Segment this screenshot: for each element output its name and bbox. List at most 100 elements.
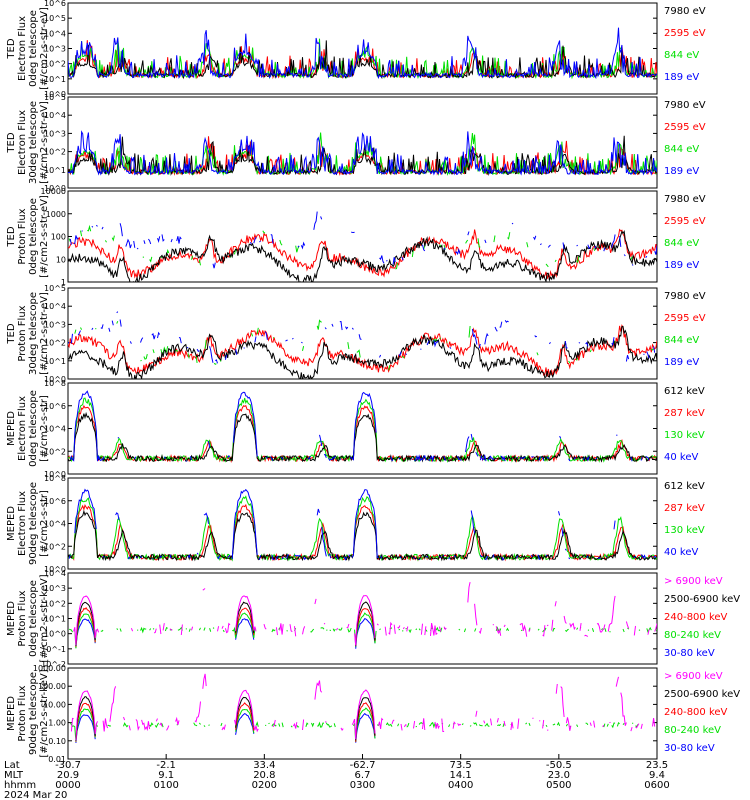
x-hhmm-label: 0600 <box>644 780 669 791</box>
y-tick-label: 10^8 <box>44 474 66 483</box>
legend-entry: 7980 eV <box>664 194 706 205</box>
y-axis-label: [#/cm2-s-str-eV] <box>39 195 50 278</box>
y-tick-label: 100 <box>51 233 66 242</box>
y-tick-label: 10^4 <box>44 425 66 434</box>
y-tick-label: 10 <box>56 255 66 264</box>
y-tick-label: 10.00 <box>43 700 66 709</box>
y-tick-label: 10^8 <box>44 379 66 388</box>
y-tick-label: 10^2 <box>44 148 66 157</box>
y-axis-label: TED <box>6 38 17 59</box>
legend-entry: 189 eV <box>664 260 699 271</box>
x-mlt-label: 9.1 <box>158 770 174 781</box>
legend-entry: > 6900 keV <box>664 671 723 682</box>
y-axis-label: 30deg telescope <box>28 101 39 184</box>
y-tick-label: 10^4 <box>44 520 66 529</box>
series-2595-ev <box>68 324 657 377</box>
series-189-ev <box>68 27 657 80</box>
legend-entry: 240-800 keV <box>664 612 728 623</box>
y-axis-label: [#/cm2-s-str-keV] <box>39 669 50 757</box>
y-tick-label: 10^0 <box>44 470 66 479</box>
panel-frame <box>67 190 658 283</box>
legend-entry: 130 keV <box>664 430 705 441</box>
traces <box>68 488 657 562</box>
y-tick-label: 10^0 <box>44 565 66 574</box>
x-hhmm-label: 0100 <box>153 780 178 791</box>
legend-entry: 2595 eV <box>664 122 706 133</box>
y-axis-label: MEPED <box>6 601 17 636</box>
legend-entry: 189 eV <box>664 72 699 83</box>
y-tick-label: 10^2 <box>44 599 66 608</box>
y-axis-label: [#/cm2-s-str-eV] <box>39 101 50 184</box>
legend-entry: 130 keV <box>664 525 705 536</box>
y-axis-label: 0deg telescope <box>28 198 39 275</box>
series-30-80-kev <box>75 712 376 743</box>
x-mlt-label: 6.7 <box>355 770 371 781</box>
y-tick-label: 10^-1 <box>41 645 66 654</box>
legend-entry: 189 eV <box>664 357 699 368</box>
x-row-label: MLT <box>4 770 24 781</box>
legend-entry: 844 eV <box>664 50 699 61</box>
x-row-label: Lat <box>4 760 20 771</box>
legend-entry: 612 keV <box>664 481 705 492</box>
y-tick-label: 10^1 <box>44 615 66 624</box>
x-mlt-label: 20.8 <box>253 770 275 781</box>
y-axis-label: Electron Flux <box>17 396 28 461</box>
series-7980-ev <box>68 230 657 282</box>
x-mlt-label: 9.4 <box>649 770 665 781</box>
series-240-800-kev <box>75 702 376 742</box>
panel-5: 10^8 10^6 10^4 10^2 10^0 MEPED Electron Flux 0d… <box>6 379 705 479</box>
series-612-kev <box>68 411 657 463</box>
x-lat-label: 73.5 <box>450 760 472 771</box>
legend-entry: 7980 eV <box>664 100 706 111</box>
series-7980-ev <box>68 325 657 379</box>
legend-entry: 7980 eV <box>664 6 706 17</box>
y-tick-label: 10^3 <box>44 129 66 138</box>
y-axis-label: 90deg telescope <box>28 672 39 755</box>
legend-entry: 30-80 keV <box>664 648 715 659</box>
x-lat-label: -62.7 <box>350 760 376 771</box>
y-tick-label: 10^2 <box>44 60 66 69</box>
y-tick-label: 10000 <box>41 187 66 196</box>
y-axis-label: [#/cm2-s-str-eV] <box>39 292 50 375</box>
panel-1: 10^6 10^5 10^4 10^3 10^2 10^1 10^0 TED Electron … <box>6 0 706 99</box>
legend-entry: 240-800 keV <box>664 707 728 718</box>
legend-entry: 844 eV <box>664 335 699 346</box>
legend-entry: 287 keV <box>664 408 705 419</box>
series-189-ev <box>68 130 657 176</box>
y-axis-label: Electron Flux <box>17 110 28 175</box>
y-tick-label: 10^0 <box>44 184 66 193</box>
y-tick-label: 10^4 <box>44 111 66 120</box>
y-tick-label: 10^-2 <box>41 660 66 669</box>
x-hhmm-label: 0500 <box>546 780 571 791</box>
y-tick-label: 10^2 <box>44 339 66 348</box>
x-mlt-label: 20.9 <box>57 770 79 781</box>
traces <box>68 27 657 80</box>
y-axis-label: 90deg telescope <box>28 482 39 565</box>
y-tick-label: 10^1 <box>44 166 66 175</box>
y-tick-label: 10^2 <box>44 542 66 551</box>
y-axis-label: 0deg telescope <box>28 390 39 467</box>
x-lat-label: 33.4 <box>253 760 275 771</box>
y-axis-label: 0deg telescope <box>28 580 39 657</box>
y-axis-label: MEPED <box>6 411 17 446</box>
y-tick-label: 10^1 <box>44 357 66 366</box>
y-tick-label: 10^4 <box>44 29 66 38</box>
x-row-label: 2024 Mar 20 <box>4 790 67 800</box>
series-130-kev <box>68 397 657 463</box>
series-2500-6900-kev <box>75 601 376 647</box>
y-axis-label: TED <box>6 132 17 153</box>
y-axis-label: MEPED <box>6 506 17 541</box>
y-axis-label: [#/cm2-s-str] <box>39 395 50 462</box>
y-tick-label: 10^6 <box>44 0 66 8</box>
series-240-800-kev <box>75 606 376 647</box>
y-axis-label: [#/cm2-s-str-eV] <box>39 7 50 90</box>
x-hhmm-label: 0200 <box>252 780 277 791</box>
traces <box>68 581 657 649</box>
traces <box>68 211 657 282</box>
panel-frame <box>67 572 658 665</box>
legend-entry: 7980 eV <box>664 291 706 302</box>
y-tick-label: 10^0 <box>44 630 66 639</box>
